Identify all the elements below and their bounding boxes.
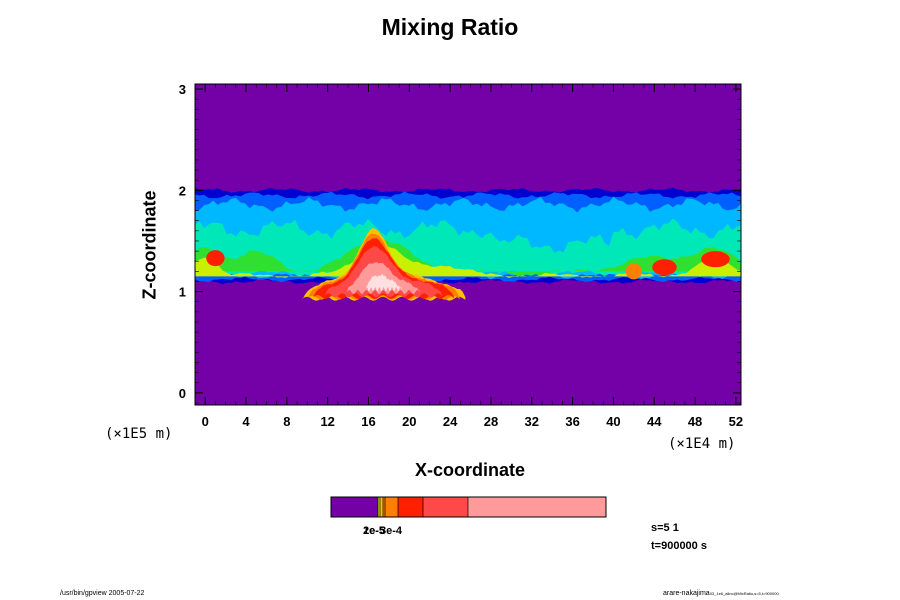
plot-frame (194, 83, 742, 406)
x-tick-label: 28 (484, 414, 498, 429)
x-tick-label: 0 (202, 414, 209, 429)
colorbar-label: 1e-5 (363, 525, 385, 537)
x-tick-label: 20 (402, 414, 416, 429)
contour-layers (195, 187, 741, 301)
x-axis-label: X-coordinate (414, 460, 525, 480)
x-tick-label: 36 (565, 414, 579, 429)
x-tick-label: 32 (525, 414, 539, 429)
colorbar-segment-0 (331, 497, 378, 517)
side-blob-0 (206, 250, 225, 267)
blob-contour-5 (365, 273, 402, 292)
footer-left: /usr/bin/gpview 2005-07-22 (60, 590, 145, 597)
colorbar-segment-1 (378, 497, 380, 517)
footer-right-small: 03_1e6_ailnc@MixRatio,s=5,t=900000 (709, 591, 779, 596)
colorbar-segment-6 (423, 497, 468, 517)
colorbar-label: 2e-5 (363, 525, 385, 537)
colorbar-label: 3e-4 (380, 525, 403, 537)
x-tick-label: 4 (242, 414, 250, 429)
time-annotation: t=900000 s (651, 540, 707, 552)
side-blob-3 (625, 263, 643, 280)
side-blob-2 (701, 251, 730, 268)
colorbar-segment-2 (380, 497, 383, 517)
x-tick-label: 24 (443, 414, 458, 429)
y-tick-label: 0 (179, 386, 186, 401)
colorbar-segment-5 (398, 497, 423, 517)
band-yellowgreen (195, 245, 741, 278)
x-tick-label: 8 (283, 414, 290, 429)
side-blob-1 (652, 259, 677, 276)
colorbar-frame (330, 496, 607, 518)
x-tick-label: 12 (320, 414, 334, 429)
x-tick-label: 16 (361, 414, 375, 429)
y-unit-label: (×1E5 m) (105, 426, 173, 442)
colorbar-segment-7 (468, 497, 606, 517)
x-tick-label: 44 (647, 414, 662, 429)
state-annotation: s=5 1 (651, 522, 679, 534)
x-tick-label: 48 (688, 414, 702, 429)
band-green (195, 238, 741, 277)
footer-right: arare-nakajima03_1e6_ailnc@MixRatio,s=5,… (663, 590, 779, 597)
x-unit-label: (×1E4 m) (668, 436, 736, 452)
colorbar-segment-4 (385, 497, 398, 517)
y-tick-label: 1 (179, 285, 186, 300)
footer-right-main: arare-nakajima (663, 590, 710, 597)
x-tick-label: 40 (606, 414, 620, 429)
chart-title: Mixing Ratio (381, 14, 519, 40)
colorbar-segment-3 (383, 497, 385, 517)
x-tick-label: 52 (729, 414, 743, 429)
y-tick-label: 2 (179, 183, 186, 198)
y-tick-label: 3 (179, 82, 186, 97)
